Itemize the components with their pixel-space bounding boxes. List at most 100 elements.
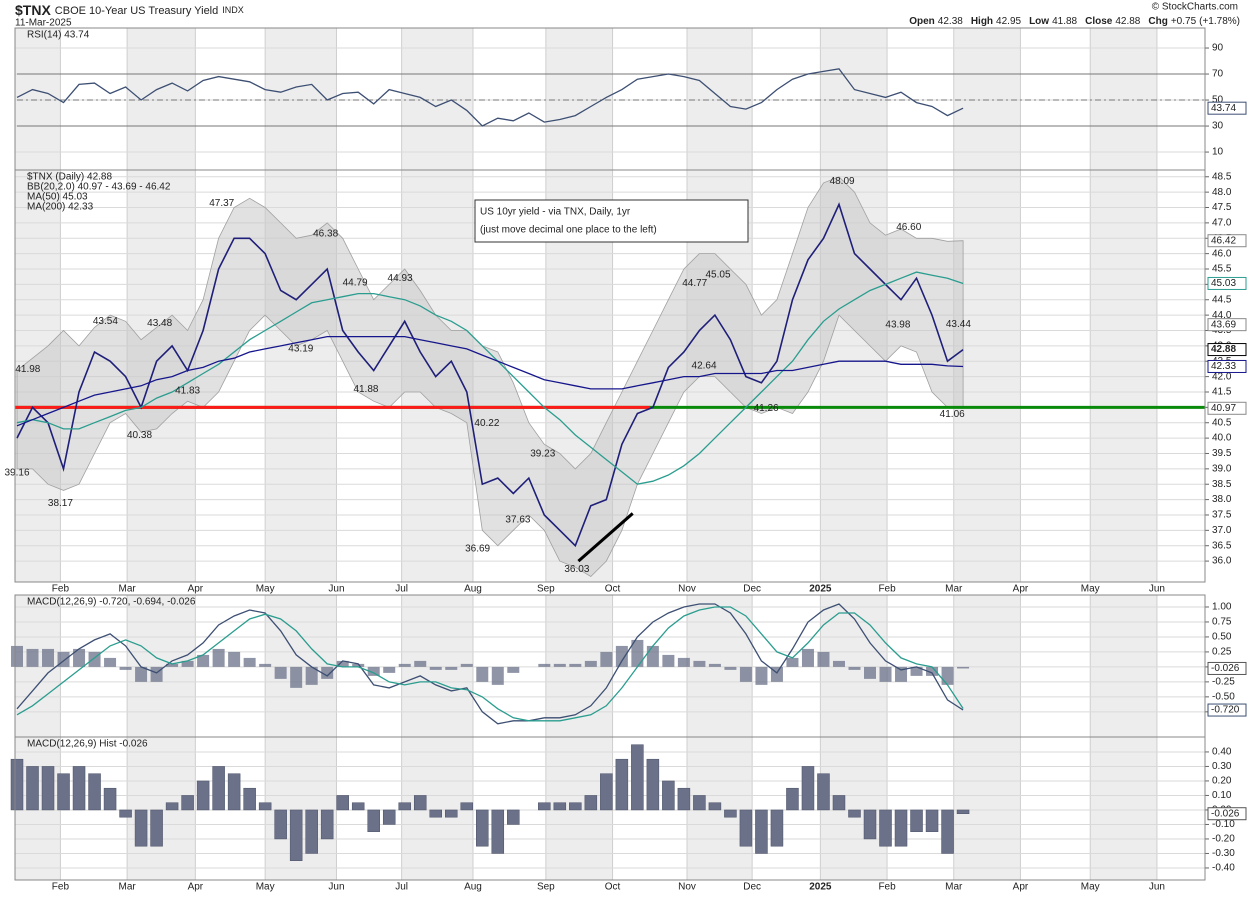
histogram-bar	[631, 639, 644, 667]
value-tag-label: 40.97	[1211, 403, 1236, 414]
series-line	[16, 68, 964, 127]
y-tick-label: 44.5	[1212, 294, 1232, 305]
value-tag-label: 46.42	[1211, 235, 1236, 246]
histogram-bar	[894, 809, 908, 847]
x-tick-label: Jun	[1149, 584, 1165, 595]
y-tick-label: 47.0	[1212, 218, 1232, 229]
y-tick-label: 0.75	[1212, 617, 1232, 628]
x-tick-label: Aug	[464, 584, 482, 595]
histogram-bar	[662, 654, 675, 667]
x-tick-label: Feb	[878, 584, 896, 595]
legend-entry: MACD(12,26,9) Hist -0.026	[27, 739, 148, 750]
histogram-bar	[801, 766, 815, 811]
histogram-bar	[553, 802, 567, 811]
x-tick-label: Mar	[118, 882, 136, 893]
y-tick-label: -0.25	[1212, 677, 1235, 688]
histogram-bar	[755, 809, 768, 854]
histogram-bar	[88, 773, 101, 811]
quote-name: High	[971, 16, 993, 27]
histogram-bar	[212, 648, 225, 667]
y-tick-label: 0.50	[1212, 632, 1232, 643]
histogram-bar	[646, 758, 660, 811]
histogram-bar	[134, 809, 148, 847]
histogram-bar	[677, 657, 690, 667]
histogram-bar	[41, 766, 55, 811]
value-tag-label: 42.33	[1211, 361, 1236, 372]
y-tick-label: 39.5	[1212, 448, 1232, 459]
value-tag	[1207, 703, 1247, 717]
histogram-bar	[615, 758, 629, 811]
month-shade	[265, 28, 337, 170]
histogram-bar	[26, 766, 39, 811]
legend-entry: MA(200) 42.33	[27, 202, 94, 213]
quote-value: 42.95	[996, 16, 1021, 27]
month-shade	[686, 28, 753, 170]
month-shade	[820, 737, 888, 880]
histogram-bar	[755, 666, 768, 685]
value-tag-label: -0.026	[1211, 663, 1240, 674]
value-tag-label: 43.69	[1211, 319, 1236, 330]
x-tick-label: Oct	[605, 584, 621, 595]
histogram-bar	[196, 780, 210, 811]
histogram-bar	[770, 809, 784, 847]
histogram-bar	[119, 809, 132, 818]
month-shade	[127, 28, 196, 170]
histogram-bar	[848, 666, 861, 670]
series-line	[16, 603, 964, 725]
histogram-bar	[181, 660, 194, 667]
histogram-bar	[10, 758, 24, 811]
y-tick-label: 70	[1212, 69, 1224, 80]
histogram-bar	[476, 666, 489, 682]
histogram-bar	[135, 666, 148, 682]
y-tick-label: 90	[1212, 43, 1224, 54]
histogram-bar	[398, 802, 411, 811]
price-label: 40.22	[474, 418, 499, 429]
y-tick-label: 37.0	[1212, 525, 1232, 536]
x-tick-label: Jul	[395, 584, 408, 595]
histogram-bar	[910, 809, 923, 832]
y-tick-label: 37.5	[1212, 510, 1232, 521]
month-shade	[953, 28, 1021, 170]
histogram-bar	[646, 645, 659, 667]
month-shade	[1090, 28, 1157, 170]
copyright: © StockCharts.com	[1152, 2, 1238, 13]
histogram-bar	[383, 666, 396, 673]
symbol: $TNX	[15, 2, 51, 18]
value-tag-label: 42.88	[1211, 344, 1236, 355]
histogram-bar	[507, 666, 520, 673]
histogram-bar	[352, 663, 365, 667]
histogram-bar	[538, 802, 551, 811]
histogram-bar	[864, 666, 877, 679]
value-tag	[1207, 343, 1247, 357]
price-label: 43.19	[288, 344, 313, 355]
histogram-bar	[569, 663, 582, 667]
histogram-bar	[26, 648, 39, 667]
histogram-bar	[351, 802, 365, 811]
histogram-bar	[42, 648, 55, 667]
quote-name: Low	[1029, 16, 1049, 27]
price-label: 48.09	[830, 176, 855, 187]
value-tag	[1207, 359, 1247, 373]
value-tag	[1207, 807, 1247, 821]
histogram-bar	[925, 809, 939, 832]
panel-frame	[14, 169, 1206, 583]
histogram-bar	[693, 795, 706, 811]
y-tick-label: 46.0	[1212, 248, 1232, 259]
histogram-bar	[724, 809, 737, 818]
histogram-bar	[724, 666, 737, 670]
y-tick-label: 38.5	[1212, 479, 1232, 490]
x-tick-label: Aug	[464, 882, 482, 893]
histogram-bar	[305, 666, 318, 685]
price-label: 43.54	[93, 316, 118, 327]
histogram-bar	[491, 666, 504, 685]
histogram-bar	[181, 795, 194, 811]
histogram-bar	[786, 787, 799, 811]
y-tick-label: 40.5	[1212, 417, 1232, 428]
histogram-bar	[817, 773, 830, 811]
histogram-bar	[414, 660, 427, 667]
histogram-bar	[336, 660, 349, 667]
histogram-bar	[243, 787, 256, 811]
histogram-bar	[708, 663, 721, 667]
histogram-bar	[227, 773, 241, 811]
y-tick-label: 45.5	[1212, 264, 1232, 275]
